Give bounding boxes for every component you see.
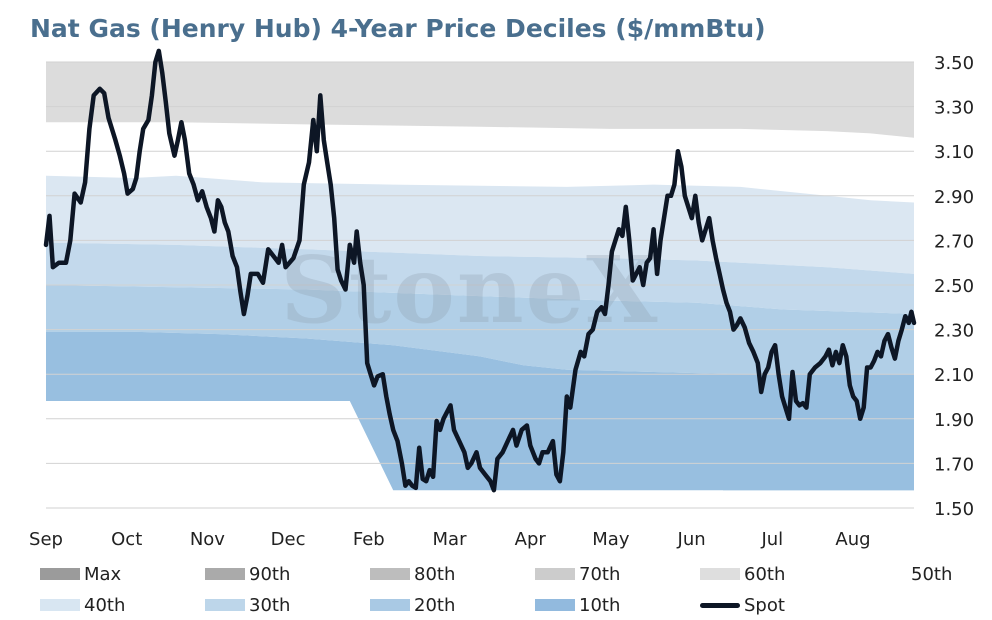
legend-label: 40th bbox=[84, 594, 126, 616]
legend-label: 70th bbox=[579, 563, 621, 585]
x-tick-label: Sep bbox=[29, 529, 63, 550]
y-tick-label: 1.50 bbox=[934, 499, 974, 520]
legend-swatch bbox=[40, 568, 80, 580]
y-tick-label: 2.70 bbox=[934, 231, 974, 252]
legend-item: Spot bbox=[700, 594, 785, 616]
spot-line bbox=[43, 48, 917, 493]
y-tick-label: 2.30 bbox=[934, 321, 974, 342]
x-axis-ticks: Sep Oct Nov Dec Feb Mar Apr May Jun Jul Aug bbox=[29, 529, 871, 550]
legend-label: 30th bbox=[249, 594, 291, 616]
x-tick-label: Jun bbox=[677, 529, 706, 550]
legend-label: Spot bbox=[744, 594, 785, 616]
band-10th-lower bbox=[723, 374, 914, 491]
legend-item: 70th bbox=[535, 563, 620, 585]
legend-swatch bbox=[867, 568, 907, 580]
legend-label: Max bbox=[84, 563, 122, 585]
x-tick-label: May bbox=[592, 529, 630, 550]
legend-swatch bbox=[535, 568, 575, 580]
band-10th bbox=[46, 331, 914, 491]
legend-swatch bbox=[205, 568, 245, 580]
x-tick-label: Jul bbox=[760, 529, 783, 550]
y-tick-label: 3.30 bbox=[934, 98, 974, 119]
legend-label: 60th bbox=[744, 563, 786, 585]
y-tick-label: 1.90 bbox=[934, 410, 974, 431]
legend-label: 10th bbox=[579, 594, 621, 616]
x-tick-label: Dec bbox=[271, 529, 306, 550]
y-tick-label: 2.10 bbox=[934, 365, 974, 386]
x-tick-label: Mar bbox=[433, 529, 468, 550]
x-tick-label: Aug bbox=[835, 529, 870, 550]
legend-label: 90th bbox=[249, 563, 291, 585]
legend-item: 80th bbox=[370, 563, 455, 585]
legend-item: 50th bbox=[867, 563, 952, 585]
y-tick-label: 1.70 bbox=[934, 454, 974, 475]
legend-item: 60th bbox=[700, 563, 785, 585]
legend-label: 20th bbox=[414, 594, 456, 616]
x-tick-label: Nov bbox=[190, 529, 225, 550]
legend-swatch bbox=[370, 599, 410, 611]
y-tick-label: 3.50 bbox=[934, 53, 974, 74]
legend-swatch bbox=[40, 599, 80, 611]
band-60th bbox=[46, 62, 914, 138]
spot-series bbox=[43, 48, 917, 493]
y-axis-ticks: 3.50 3.30 3.10 2.90 2.70 2.50 2.30 2.10 1.90 1.70… bbox=[934, 53, 974, 520]
y-tick-label: 2.90 bbox=[934, 187, 974, 208]
x-tick-label: Oct bbox=[111, 529, 142, 550]
x-tick-label: Feb bbox=[353, 529, 385, 550]
legend-item: Max bbox=[40, 563, 121, 585]
legend-item: 40th bbox=[40, 594, 125, 616]
x-tick-label: Apr bbox=[515, 529, 547, 550]
legend-swatch bbox=[205, 599, 245, 611]
legend-label: 50th bbox=[911, 563, 953, 585]
legend-label: 80th bbox=[414, 563, 456, 585]
legend-item: 10th bbox=[535, 594, 620, 616]
legend-item: 20th bbox=[370, 594, 455, 616]
chart-title: Nat Gas (Henry Hub) 4-Year Price Deciles… bbox=[30, 14, 766, 43]
legend-item: 90th bbox=[205, 563, 290, 585]
band-30th bbox=[46, 242, 914, 314]
gridlines bbox=[46, 61, 914, 509]
legend-swatch bbox=[700, 602, 740, 608]
legend-swatch bbox=[700, 568, 740, 580]
legend-swatch bbox=[370, 568, 410, 580]
y-tick-label: 2.50 bbox=[934, 276, 974, 297]
legend-swatch bbox=[535, 599, 575, 611]
y-tick-label: 3.10 bbox=[934, 142, 974, 163]
legend-item: 30th bbox=[205, 594, 290, 616]
